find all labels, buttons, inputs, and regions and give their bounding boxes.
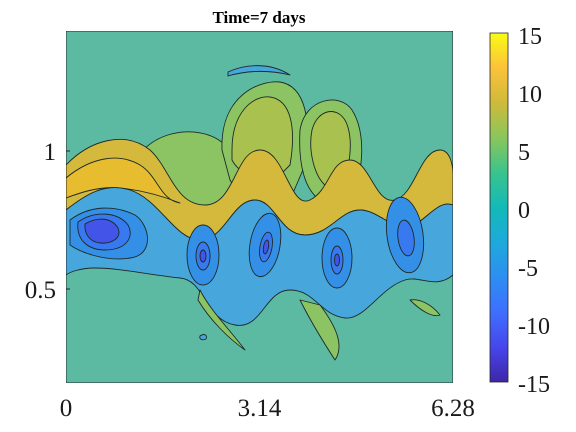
colorbar-tick-label: -15 — [518, 372, 550, 398]
colorbar-tick-label: 5 — [518, 140, 530, 166]
vortex-1-core — [84, 218, 120, 244]
chart-title: Time=7 days — [213, 8, 306, 27]
contour-tongue-2 — [299, 299, 340, 361]
colorbar-tick-label: 15 — [518, 24, 542, 50]
colorbar-tick-label: -5 — [518, 256, 538, 282]
x-tick-label: 6.28 — [431, 395, 475, 422]
x-tick-label: 0 — [60, 395, 73, 422]
colorbar-tick-label: 10 — [518, 82, 542, 108]
vortex-3-center — [262, 239, 270, 255]
y-axis: 0.5 1 — [25, 139, 70, 304]
y-tick-label: 1 — [44, 139, 57, 166]
colorbar: 15 10 5 0 -5 -10 -15 — [489, 24, 550, 398]
vortex-4-center — [334, 253, 340, 267]
colorbar-gradient — [489, 32, 509, 383]
colorbar-tick-label: -10 — [518, 314, 550, 340]
vortex-5-core — [397, 219, 415, 257]
x-tick-label: 3.14 — [238, 395, 282, 422]
contour-filament-top — [227, 65, 291, 77]
contour-tongue-1 — [197, 289, 246, 351]
contour-jet-core — [66, 157, 181, 204]
contour-tongue-3 — [409, 299, 441, 317]
y-tick-label: 0.5 — [25, 277, 56, 304]
vortex-2-center — [199, 249, 207, 263]
plot-area — [66, 31, 453, 383]
colorbar-tick-label: 0 — [518, 198, 530, 224]
x-axis: 0 3.14 6.28 — [60, 395, 475, 422]
contour-fills — [66, 65, 453, 361]
contour-blob-small — [199, 334, 207, 341]
